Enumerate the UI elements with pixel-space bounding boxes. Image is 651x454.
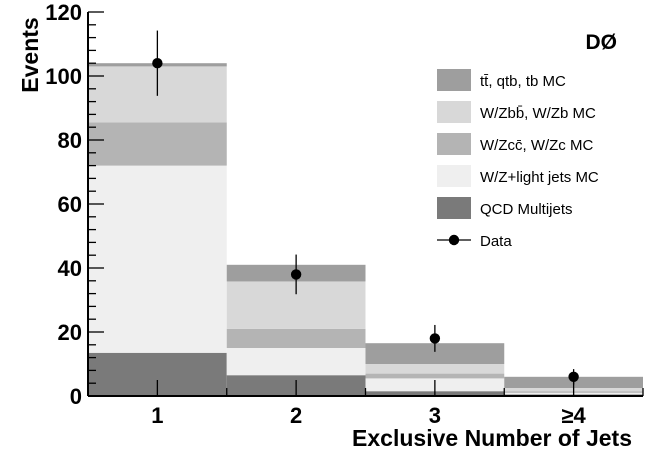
ticks: 0 20 40 60 80 100 120 1 2 3 ≥4 [45,0,644,428]
legend: tt̄, qtb, tb MC W/Zbb̄, W/Zb MC W/Zcc̄, W/… [437,69,599,250]
y-tick-label: 60 [58,192,82,217]
y-tick-label: 100 [45,64,82,89]
x-tick-label: 2 [290,403,302,428]
experiment-label: DØ [586,31,618,54]
bar-segment-2-0 [88,122,227,166]
legend-label: W/Z+light jets MC [480,169,599,186]
y-tick-label: 120 [45,0,82,25]
bar-segment-2-2 [365,373,505,379]
legend-swatch [437,101,471,123]
data-point-0 [152,58,163,69]
y-tick-label: 80 [58,128,82,153]
x-axis-title: Exclusive Number of Jets [352,425,632,451]
x-tick-label: 3 [429,403,441,428]
x-tick-label: 1 [151,403,163,428]
bar-segment-2-1 [226,328,366,348]
bar-segment-3-2 [365,364,505,374]
legend-swatch [437,165,471,187]
y-tick-label: 40 [58,256,82,281]
legend-label: tt̄, qtb, tb MC [480,73,566,90]
legend-label: QCD Multijets [480,201,573,218]
legend-label: Data [480,233,512,250]
legend-data-marker [448,234,460,246]
y-tick-label: 20 [58,320,82,345]
bar-segment-1-1 [226,348,366,376]
legend-label: W/Zcc̄, W/Zc MC [480,137,593,154]
legend-swatch [437,69,471,91]
data-points [152,30,579,385]
bar-segment-1-0 [88,165,227,353]
legend-swatch [437,197,471,219]
y-axis-title: Events [17,17,43,92]
bar-segment-4-2 [365,343,505,364]
legend-label: W/Zbb̄, W/Zb MC [480,105,596,122]
y-tick-label: 0 [70,384,82,409]
data-point-3 [568,371,579,382]
x-tick-label: ≥4 [561,403,586,428]
data-point-1 [290,269,302,280]
data-point-2 [429,333,441,344]
legend-swatch [437,133,471,155]
